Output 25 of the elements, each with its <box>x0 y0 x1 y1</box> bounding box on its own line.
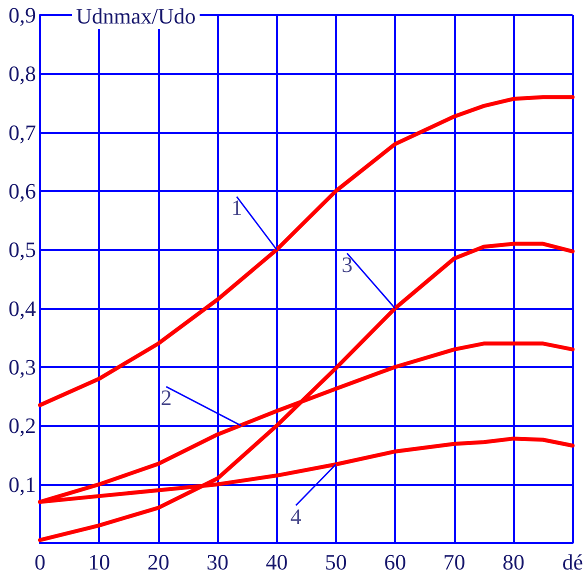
y-tick-label: 0,2 <box>8 413 36 438</box>
line-series <box>38 95 575 408</box>
y-tick-label: 0,9 <box>8 2 36 28</box>
x-tick-label: 10 <box>88 550 110 574</box>
y-axis-title: Udnmax/Udo <box>76 4 196 28</box>
annotation: 3 <box>342 252 353 277</box>
x-tick-label: 70 <box>443 550 466 574</box>
y-tick-label: 0,3 <box>8 354 36 380</box>
y-tick-label: 0,1 <box>8 472 36 497</box>
y-tick-label: 0,6 <box>8 178 36 204</box>
x-tick-label: 0 <box>34 550 46 574</box>
y-tick-label: 0,8 <box>8 61 36 86</box>
y-tick-label: 0,4 <box>8 296 36 321</box>
x-tick-label: dé <box>562 550 583 574</box>
x-tick-label: 40 <box>266 550 288 574</box>
annotation: 2 <box>160 385 172 410</box>
y-tick-label: 0,5 <box>8 237 36 262</box>
annotation: 4 <box>290 504 302 529</box>
x-tick-label: 30 <box>206 550 229 574</box>
x-tick-label: 60 <box>384 550 406 574</box>
annotation: 1 <box>231 195 242 220</box>
y-tick-label: 0,7 <box>8 120 36 145</box>
x-tick-label: 20 <box>147 550 170 574</box>
x-tick-label: 80 <box>502 550 524 574</box>
x-tick-label: 50 <box>324 550 347 574</box>
